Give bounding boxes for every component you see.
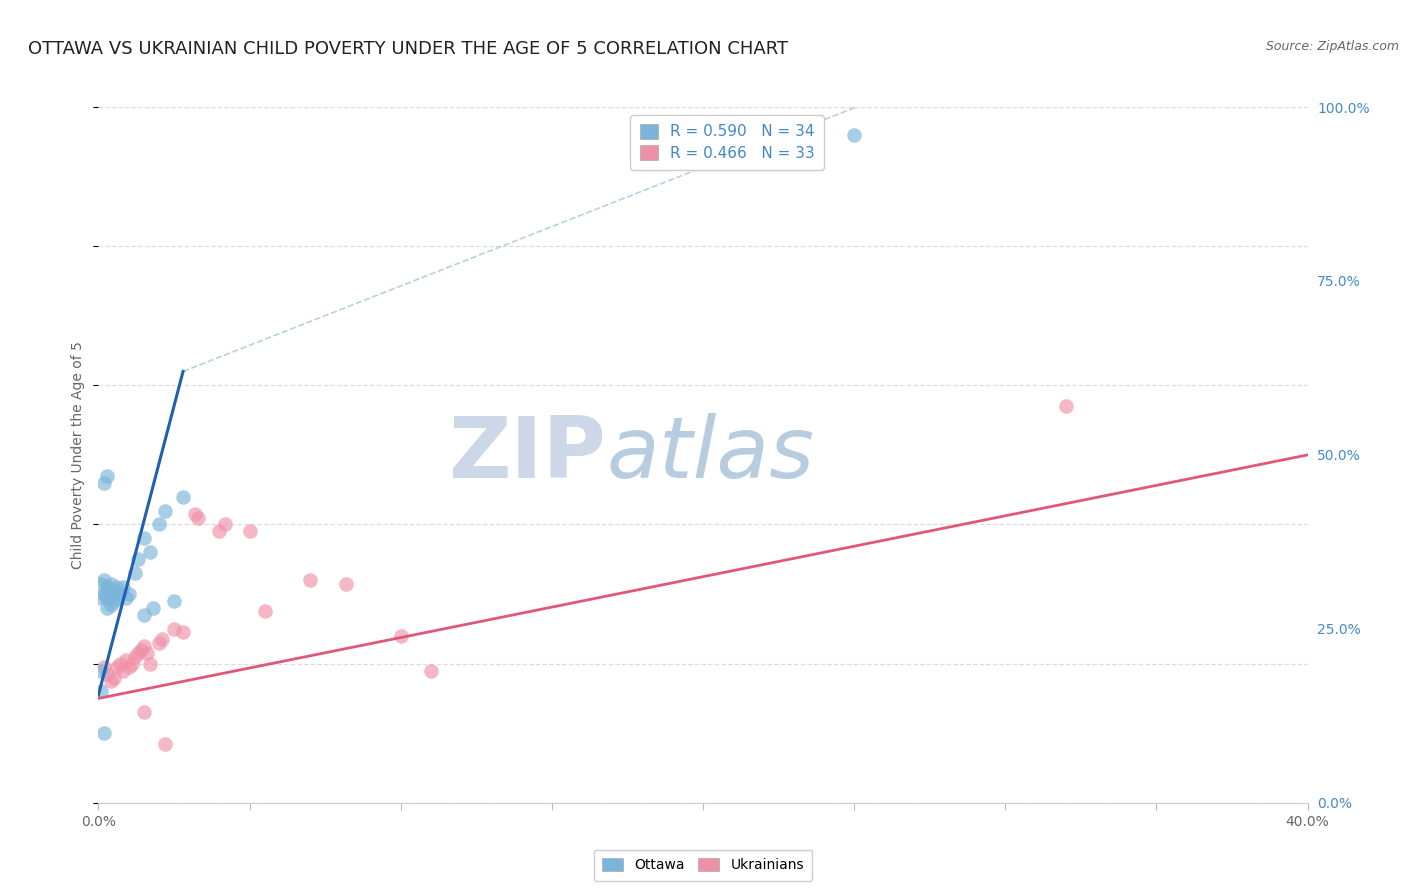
Y-axis label: Child Poverty Under the Age of 5: Child Poverty Under the Age of 5: [72, 341, 86, 569]
Point: [105, 591, 128, 605]
Point: [108, 587, 131, 601]
Point: [90, 591, 112, 605]
Text: OTTAWA VS UKRAINIAN CHILD POVERTY UNDER THE AGE OF 5 CORRELATION CHART: OTTAWA VS UKRAINIAN CHILD POVERTY UNDER …: [28, 40, 789, 58]
Point: [90, 684, 112, 698]
Point: [121, 657, 143, 671]
Point: [96, 468, 118, 483]
Point: [214, 517, 236, 532]
Point: [103, 594, 125, 608]
Point: [299, 573, 322, 587]
Point: [111, 580, 134, 594]
Point: [100, 674, 122, 689]
Point: [127, 552, 149, 566]
Point: [187, 510, 209, 524]
Point: [172, 625, 194, 640]
Point: [103, 583, 125, 598]
Point: [844, 128, 866, 142]
Point: [105, 660, 128, 674]
Point: [100, 598, 122, 612]
Point: [135, 646, 157, 660]
Point: [118, 587, 141, 601]
Point: [124, 566, 146, 581]
Text: atlas: atlas: [606, 413, 814, 497]
Point: [172, 490, 194, 504]
Legend: R = 0.590   N = 34, R = 0.466   N = 33: R = 0.590 N = 34, R = 0.466 N = 33: [630, 115, 824, 170]
Point: [118, 660, 141, 674]
Point: [1054, 399, 1077, 413]
Point: [132, 639, 155, 653]
Point: [253, 605, 276, 619]
Point: [139, 657, 162, 671]
Point: [150, 632, 173, 647]
Point: [132, 532, 155, 546]
Point: [184, 507, 207, 521]
Legend: Ottawa, Ukrainians: Ottawa, Ukrainians: [593, 849, 813, 880]
Point: [153, 503, 176, 517]
Point: [111, 664, 134, 678]
Point: [163, 622, 186, 636]
Point: [90, 576, 112, 591]
Point: [93, 726, 115, 740]
Point: [90, 664, 112, 678]
Point: [132, 607, 155, 622]
Point: [93, 587, 115, 601]
Point: [389, 629, 412, 643]
Point: [148, 636, 170, 650]
Text: ZIP: ZIP: [449, 413, 606, 497]
Point: [239, 524, 262, 539]
Point: [153, 737, 176, 751]
Point: [100, 587, 122, 601]
Point: [93, 660, 115, 674]
Point: [208, 524, 231, 539]
Point: [93, 573, 115, 587]
Point: [124, 649, 146, 664]
Point: [163, 594, 186, 608]
Point: [127, 646, 149, 660]
Point: [108, 657, 131, 671]
Point: [129, 642, 152, 657]
Point: [420, 664, 443, 678]
Point: [100, 576, 122, 591]
Point: [132, 706, 155, 720]
Point: [114, 591, 136, 605]
Point: [114, 653, 136, 667]
Point: [96, 667, 118, 681]
Point: [139, 545, 162, 559]
Point: [142, 601, 165, 615]
Point: [148, 517, 170, 532]
Point: [103, 671, 125, 685]
Point: [96, 580, 118, 594]
Point: [96, 591, 118, 605]
Text: Source: ZipAtlas.com: Source: ZipAtlas.com: [1265, 40, 1399, 54]
Point: [335, 576, 357, 591]
Point: [96, 601, 118, 615]
Point: [93, 475, 115, 490]
Point: [105, 580, 128, 594]
